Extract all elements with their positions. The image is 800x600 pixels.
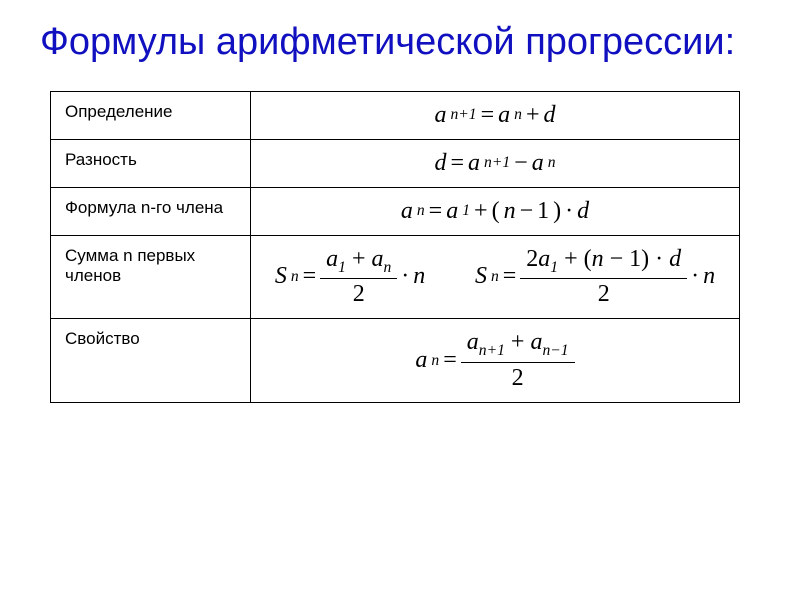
row-label-property: Свойство [51,319,251,403]
table-row: Сумма n первых членов Sn = a1 + an 2 [51,235,740,319]
row-label-sum: Сумма n первых членов [51,235,251,319]
formula-sum: Sn = a1 + an 2 · n [251,235,740,319]
formula-definition: an+1 = an + d [251,91,740,139]
table-row: Свойство an = an+1 + an−1 2 [51,319,740,403]
table-row: Разность d = an+1 − an [51,139,740,187]
formula-nth: an = a1 + (n − 1) · d [251,187,740,235]
row-label-difference: Разность [51,139,251,187]
row-label-nth: Формула n-го члена [51,187,251,235]
table-row: Формула n-го члена an = a1 + (n − 1) · d [51,187,740,235]
page-title: Формулы арифметической прогрессии: [40,20,760,66]
formulas-table: Определение an+1 = an + d Разность d = a… [50,91,740,404]
table-row: Определение an+1 = an + d [51,91,740,139]
formula-difference: d = an+1 − an [251,139,740,187]
row-label-definition: Определение [51,91,251,139]
formula-property: an = an+1 + an−1 2 [251,319,740,403]
